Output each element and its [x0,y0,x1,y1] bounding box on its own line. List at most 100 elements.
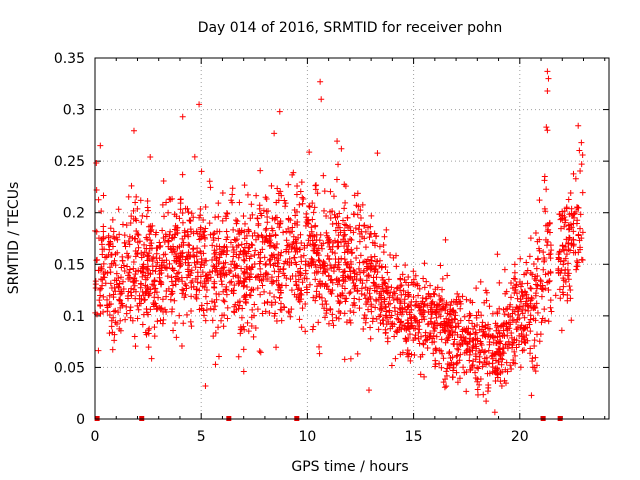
data-point [489,349,496,356]
data-point [252,247,259,254]
data-point [452,324,459,331]
data-point [291,291,298,298]
data-point [159,320,166,327]
data-point [540,249,547,256]
data-point [118,300,125,307]
data-point [123,222,130,229]
data-point [153,303,160,310]
data-point [215,260,222,267]
data-point [241,282,248,289]
data-point [504,305,511,312]
data-point [179,113,186,120]
data-point [221,243,228,250]
data-point [446,362,453,369]
data-point [508,280,515,287]
data-point [556,249,563,256]
data-point [563,204,570,211]
data-point [206,178,213,185]
data-point [270,242,277,249]
data-point [374,269,381,275]
data-point [98,241,105,248]
data-point [218,278,225,285]
data-point [179,171,186,178]
data-point [272,231,279,238]
data-point [408,298,415,305]
data-point [337,292,344,299]
data-point [255,273,262,280]
data-point [522,324,529,331]
data-point [350,309,357,316]
data-point [229,185,236,192]
data-point [561,223,568,230]
data-point [355,203,362,210]
data-point [497,378,504,385]
data-point [327,208,334,215]
data-point [248,287,255,294]
data-point [202,293,209,300]
data-point [567,247,574,254]
data-point [131,274,138,281]
data-point [336,277,343,284]
data-point [188,308,195,315]
data-point [309,326,316,333]
data-point [382,304,389,311]
data-point [305,237,312,244]
data-point [186,262,193,269]
data-point [407,357,414,364]
data-point [441,318,448,325]
data-point [570,228,577,235]
data-point [147,271,154,278]
data-point [282,258,289,265]
data-point [219,281,226,288]
data-point [132,343,139,350]
data-point [262,261,269,268]
data-point [124,254,131,261]
data-point [380,321,387,328]
data-point [405,353,412,360]
data-point [159,201,166,208]
data-point [579,189,586,196]
data-point [157,278,164,285]
data-point [564,292,571,299]
data-point [450,364,457,371]
data-point [124,293,131,300]
data-point [523,259,530,266]
data-point [100,274,107,281]
data-point [463,340,470,347]
data-point [207,231,214,238]
data-point [310,294,317,301]
data-point [351,302,358,309]
data-point [264,213,271,220]
data-point [474,391,481,398]
data-point [400,287,407,294]
data-point [577,211,584,218]
data-point [96,286,103,293]
data-point [306,232,313,239]
data-point [313,264,320,271]
data-point [277,306,284,313]
data-point [417,371,424,378]
data-point [154,259,161,266]
data-point [518,330,525,337]
data-point [254,215,261,222]
data-point [286,309,293,316]
data-point [277,300,284,307]
data-point [268,182,275,189]
data-point [165,243,172,250]
data-point [552,292,559,299]
data-point [336,300,343,307]
data-point [578,161,585,168]
data-point [235,242,242,249]
data-point [227,239,234,246]
data-point [339,282,346,289]
data-point [477,375,484,382]
data-point [128,213,135,220]
data-point [110,294,117,301]
data-point [173,213,180,220]
data-point [142,272,149,279]
data-point [302,328,309,335]
data-point [134,302,141,309]
data-point [213,255,220,262]
data-point [522,307,529,314]
data-point [518,288,525,295]
